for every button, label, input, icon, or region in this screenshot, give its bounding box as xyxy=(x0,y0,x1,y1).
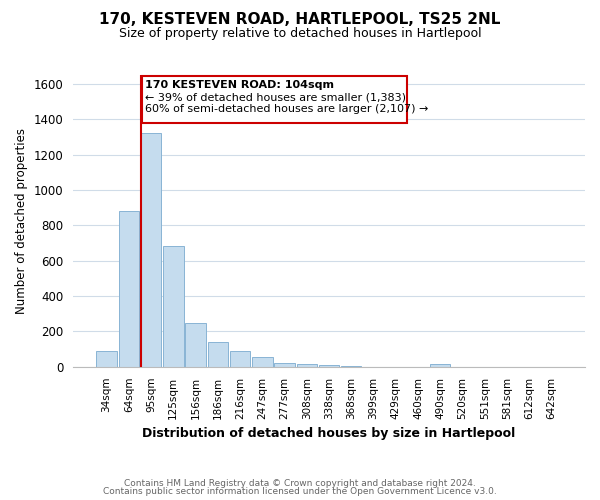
Text: 170, KESTEVEN ROAD, HARTLEPOOL, TS25 2NL: 170, KESTEVEN ROAD, HARTLEPOOL, TS25 2NL xyxy=(100,12,500,28)
Bar xyxy=(274,363,295,367)
Bar xyxy=(252,358,272,367)
Bar xyxy=(96,352,117,367)
Text: 60% of semi-detached houses are larger (2,107) →: 60% of semi-detached houses are larger (… xyxy=(145,104,428,115)
Text: 170 KESTEVEN ROAD: 104sqm: 170 KESTEVEN ROAD: 104sqm xyxy=(145,80,334,90)
Text: Contains public sector information licensed under the Open Government Licence v3: Contains public sector information licen… xyxy=(103,487,497,496)
Bar xyxy=(185,322,206,367)
Bar xyxy=(208,342,228,367)
Bar xyxy=(230,352,250,367)
Bar xyxy=(119,211,139,367)
X-axis label: Distribution of detached houses by size in Hartlepool: Distribution of detached houses by size … xyxy=(142,427,515,440)
Bar xyxy=(141,134,161,367)
Bar xyxy=(142,76,407,123)
Bar xyxy=(430,364,451,367)
Bar xyxy=(341,366,361,367)
Text: ← 39% of detached houses are smaller (1,383): ← 39% of detached houses are smaller (1,… xyxy=(145,92,406,102)
Text: Contains HM Land Registry data © Crown copyright and database right 2024.: Contains HM Land Registry data © Crown c… xyxy=(124,478,476,488)
Bar xyxy=(296,364,317,367)
Y-axis label: Number of detached properties: Number of detached properties xyxy=(15,128,28,314)
Bar xyxy=(163,246,184,367)
Text: Size of property relative to detached houses in Hartlepool: Size of property relative to detached ho… xyxy=(119,28,481,40)
Bar xyxy=(319,366,339,367)
